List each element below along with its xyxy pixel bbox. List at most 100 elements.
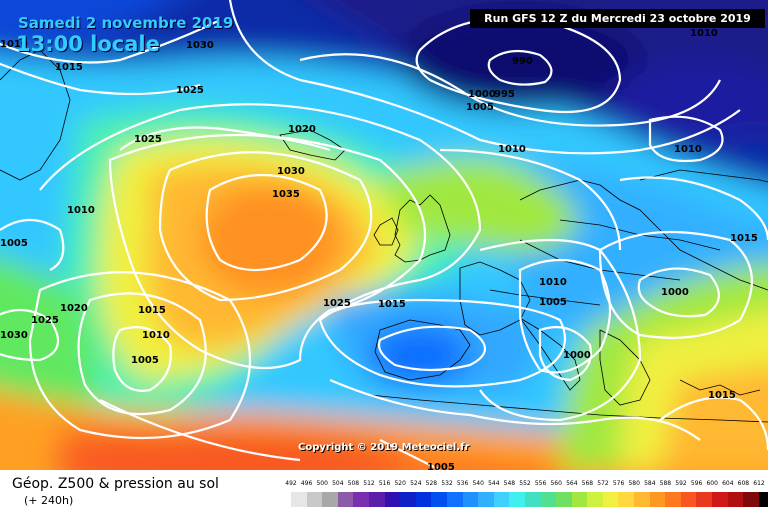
scale-label: 492 — [285, 480, 297, 487]
scale-swatch — [415, 492, 432, 507]
scale-swatch — [337, 492, 354, 507]
scale-label: 576 — [612, 480, 625, 487]
isobar-label: 995 — [494, 89, 515, 100]
scale-swatch — [478, 492, 494, 507]
isobar-label: 1010 — [0, 39, 28, 50]
scale-swatch — [493, 492, 510, 507]
scale-label: 500 — [316, 480, 328, 487]
scale-swatch — [400, 492, 416, 507]
isobar-label: 1000 — [468, 89, 496, 100]
copyright-notice: Copyright © 2019 Meteociel.fr — [298, 442, 470, 453]
isobar-label: 1030 — [277, 166, 305, 177]
scale-swatch — [587, 492, 603, 507]
scale-label: 604 — [722, 480, 734, 487]
scale-swatch — [368, 492, 385, 507]
scale-swatch — [291, 492, 307, 507]
isobar-label: 1020 — [288, 124, 316, 135]
isobar-label: 1025 — [134, 134, 162, 145]
scale-swatch — [353, 492, 369, 507]
scale-label: 496 — [300, 480, 313, 487]
isobar-label: 1030 — [186, 40, 214, 51]
scale-swatch — [743, 492, 759, 507]
scale-label: 592 — [675, 480, 687, 487]
isobar-label: 1005 — [539, 297, 567, 308]
isobar-labels: 1010 1015 1030 1025 1025 990 1000 995 10… — [0, 28, 758, 470]
scale-label: 544 — [488, 480, 500, 487]
isobar-label: 1035 — [272, 189, 300, 200]
scale-label: 608 — [737, 480, 750, 487]
scale-swatch — [322, 492, 338, 507]
scale-label: 600 — [706, 480, 718, 487]
scale-label: 556 — [534, 480, 547, 487]
scale-label: 612 — [753, 480, 765, 487]
model-run-label: Run GFS 12 Z du Mercredi 23 octobre 2019 — [470, 9, 765, 28]
isobar-label: 1030 — [0, 330, 28, 341]
isobar-label: 1000 — [563, 350, 591, 361]
isobar-label: 1010 — [539, 277, 567, 288]
isobar-label: 1025 — [31, 315, 59, 326]
scale-swatch — [602, 492, 619, 507]
scale-label: 580 — [628, 480, 640, 487]
scale-swatch — [384, 492, 401, 507]
scale-label: 540 — [472, 480, 484, 487]
scale-swatch — [758, 492, 768, 507]
scale-swatch — [540, 492, 557, 507]
scale-label: 552 — [519, 480, 531, 487]
isobar-label: 1010 — [674, 144, 702, 155]
isobar-label: 1025 — [323, 298, 351, 309]
scale-label: 512 — [363, 480, 375, 487]
scale-swatch — [571, 492, 588, 507]
isobar-label: 1015 — [138, 305, 166, 316]
color-scale-bar — [291, 492, 768, 507]
isobar-label: 1010 — [498, 144, 526, 155]
scale-label: 568 — [581, 480, 594, 487]
isobar-label: 1000 — [661, 287, 689, 298]
scale-swatch — [727, 492, 744, 507]
forecast-lead-time: (+ 240h) — [24, 494, 74, 507]
forecast-date: Samedi 2 novembre 2019 — [18, 14, 234, 32]
scale-swatch — [665, 492, 681, 507]
scale-swatch — [634, 492, 650, 507]
legend-title: Géop. Z500 & pression au sol — [12, 476, 219, 492]
scale-swatch — [446, 492, 463, 507]
scale-swatch — [649, 492, 666, 507]
scale-swatch — [306, 492, 323, 507]
isobar-label: 1005 — [131, 355, 159, 366]
scale-label: 560 — [550, 480, 562, 487]
scale-label: 548 — [503, 480, 516, 487]
scale-swatch — [618, 492, 635, 507]
isobar-label: 1010 — [142, 330, 170, 341]
map-canvas: 1010 1015 1030 1025 1025 990 1000 995 10… — [0, 0, 768, 470]
scale-swatch — [431, 492, 447, 507]
scale-label: 528 — [425, 480, 438, 487]
geopotential-field — [0, 0, 768, 470]
scale-swatch — [509, 492, 525, 507]
scale-swatch — [556, 492, 572, 507]
legend-footer: Géop. Z500 & pression au sol (+ 240h) 49… — [0, 470, 768, 512]
scale-label: 564 — [566, 480, 578, 487]
isobar-label: 1005 — [0, 238, 28, 249]
scale-swatch — [696, 492, 713, 507]
scale-swatch — [712, 492, 728, 507]
isobar-label: 1015 — [378, 299, 406, 310]
scale-swatch — [524, 492, 541, 507]
isobar-label: 1015 — [55, 62, 83, 73]
isobar-label: 1005 — [466, 102, 494, 113]
scale-label: 516 — [378, 480, 391, 487]
scale-label: 532 — [441, 480, 453, 487]
isobar-label: 1025 — [176, 85, 204, 96]
isobar-label: 1005 — [427, 462, 455, 470]
isobar-label: 1015 — [708, 390, 736, 401]
isobar-label: 1020 — [60, 303, 88, 314]
scale-label: 508 — [347, 480, 360, 487]
isobar-label: 1015 — [730, 233, 758, 244]
scale-label: 572 — [597, 480, 609, 487]
weather-map: 1010 1015 1030 1025 1025 990 1000 995 10… — [0, 0, 768, 470]
scale-label: 524 — [410, 480, 422, 487]
scale-label: 536 — [456, 480, 469, 487]
scale-swatch — [680, 492, 697, 507]
scale-label: 596 — [690, 480, 703, 487]
isobars — [0, 0, 768, 470]
forecast-time: 13:00 locale — [16, 32, 160, 56]
scale-swatch — [462, 492, 479, 507]
